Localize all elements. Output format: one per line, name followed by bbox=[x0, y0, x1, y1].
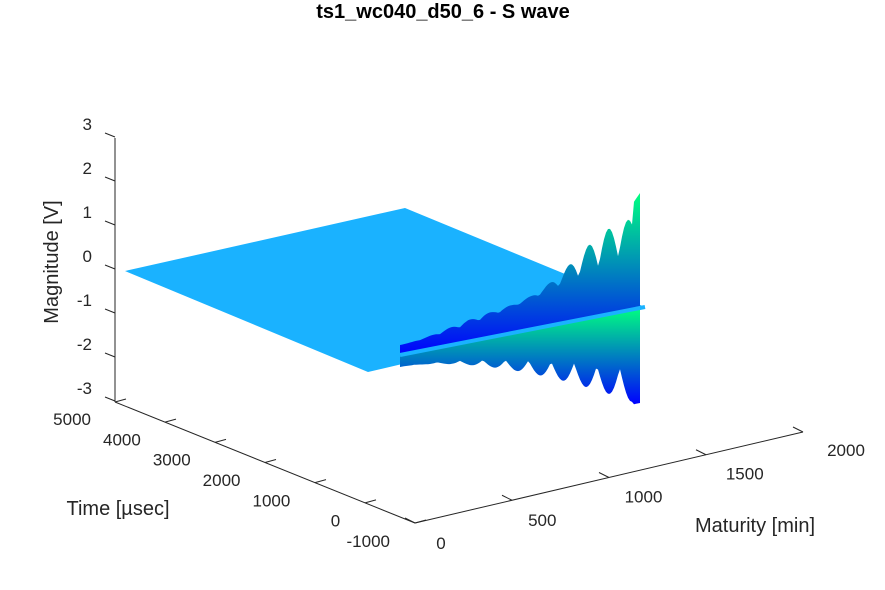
z-tick-label: 1 bbox=[83, 203, 92, 222]
y-tick-mark bbox=[214, 438, 227, 443]
y-axis-label: Time [µsec] bbox=[66, 498, 169, 520]
z-tick-mark bbox=[104, 176, 116, 182]
x-tick-label: 1000 bbox=[625, 488, 663, 507]
y-tick-mark bbox=[164, 418, 177, 423]
x-tick-mark bbox=[695, 449, 707, 456]
z-tick-label: -3 bbox=[77, 379, 92, 398]
z-tick-label: 0 bbox=[83, 247, 92, 266]
z-axis-ticks: -3 -2 -1 0 1 2 3 bbox=[77, 115, 116, 402]
y-tick-label: 5000 bbox=[53, 410, 91, 429]
z-axis-label: Magnitude [V] bbox=[41, 200, 63, 323]
x-tick-mark bbox=[598, 472, 610, 478]
x-tick-mark bbox=[404, 517, 416, 524]
chart-title: ts1_wc040_d50_6 - S wave bbox=[316, 1, 570, 23]
z-tick-mark bbox=[104, 264, 116, 270]
x-tick-mark bbox=[792, 426, 804, 433]
y-axis-ticks: -1000 0 1000 2000 3000 4000 5000 bbox=[53, 398, 427, 551]
y-tick-label: 1000 bbox=[253, 491, 291, 510]
x-axis-ticks: 0 500 1000 1500 2000 bbox=[404, 426, 865, 553]
y-tick-label: 0 bbox=[331, 512, 340, 531]
z-tick-label: -2 bbox=[77, 335, 92, 354]
y-tick-mark bbox=[414, 519, 427, 524]
y-tick-mark bbox=[364, 499, 377, 504]
x-axis-label: Maturity [min] bbox=[695, 515, 815, 537]
surface-wave-upper bbox=[400, 193, 640, 355]
z-tick-mark bbox=[104, 220, 116, 226]
y-tick-label: 2000 bbox=[203, 471, 241, 490]
surface-front-edge bbox=[399, 305, 646, 357]
z-tick-mark bbox=[104, 132, 116, 138]
z-tick-label: -1 bbox=[77, 291, 92, 310]
x-tick-mark bbox=[501, 494, 513, 501]
y-tick-mark bbox=[114, 398, 127, 403]
x-tick-label: 1500 bbox=[726, 464, 764, 483]
z-tick-mark bbox=[104, 308, 116, 314]
surface-wave-lower bbox=[400, 308, 640, 405]
y-tick-mark bbox=[314, 479, 327, 484]
z-tick-label: 3 bbox=[83, 115, 92, 134]
x-tick-label: 500 bbox=[528, 511, 556, 530]
z-tick-mark bbox=[104, 396, 116, 402]
x-tick-label: 0 bbox=[436, 534, 445, 553]
y-tick-label: -1000 bbox=[347, 532, 390, 551]
y-tick-mark bbox=[264, 459, 277, 463]
y-tick-label: 4000 bbox=[103, 430, 141, 449]
z-tick-mark bbox=[104, 352, 116, 358]
x-tick-label: 2000 bbox=[827, 441, 865, 460]
y-tick-label: 3000 bbox=[153, 451, 191, 470]
z-tick-label: 2 bbox=[83, 159, 92, 178]
